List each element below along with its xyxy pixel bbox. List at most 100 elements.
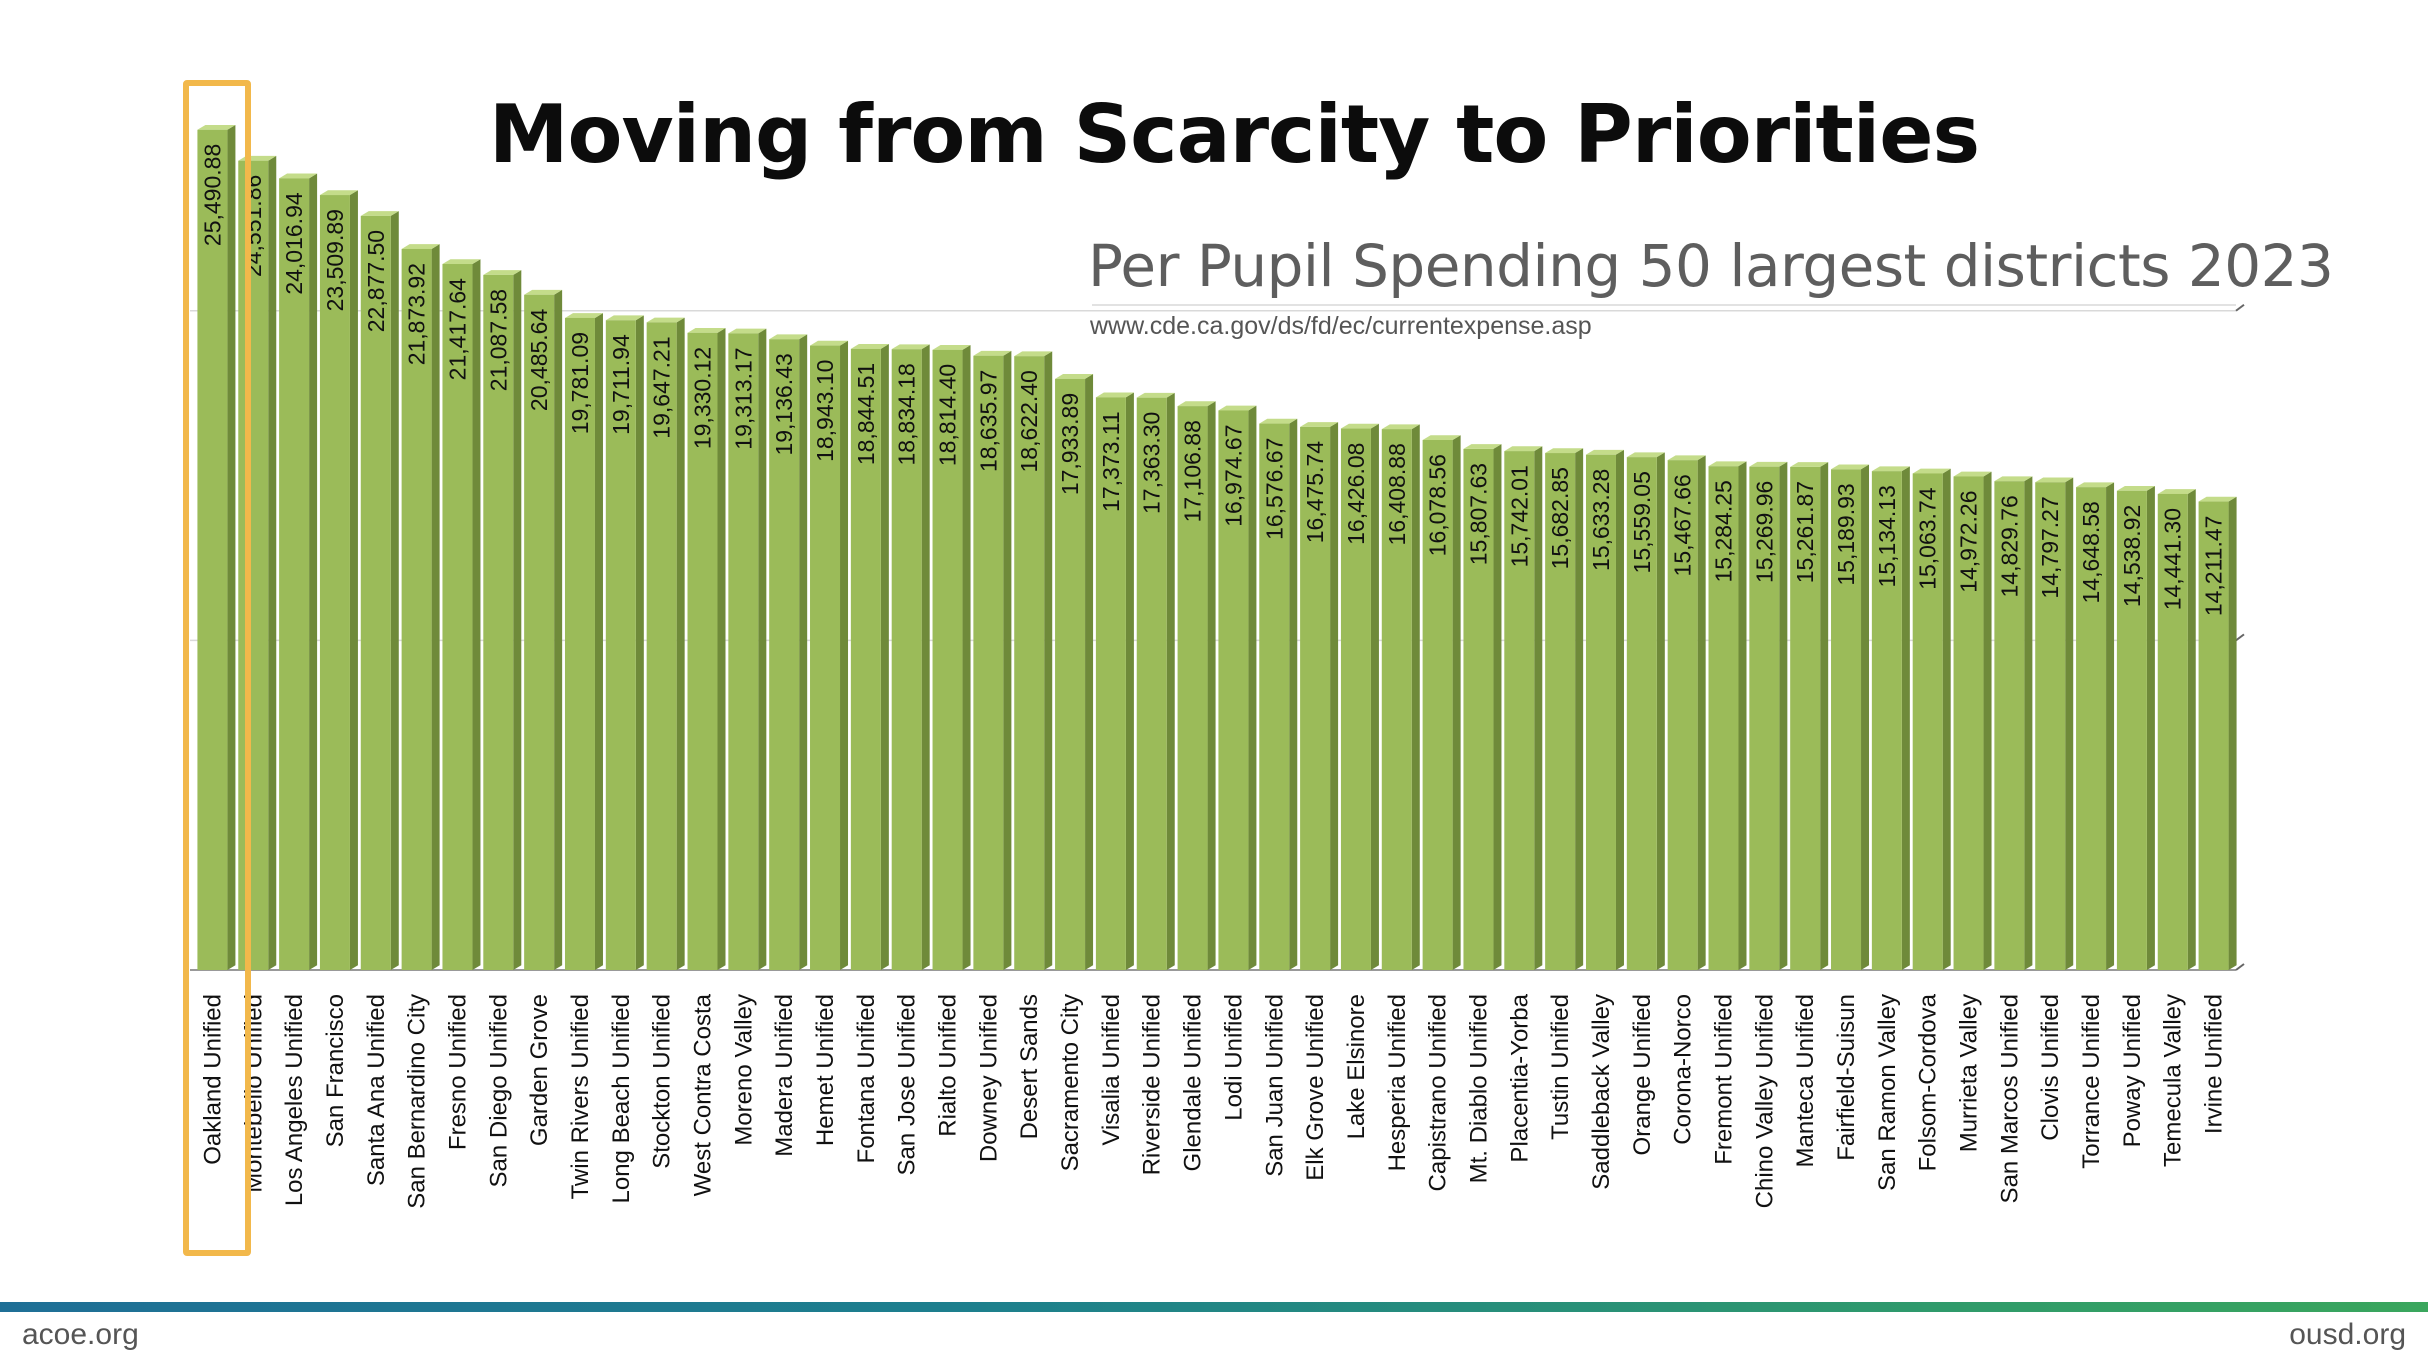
gridline-tick [2235, 633, 2245, 642]
bar-side [921, 344, 930, 970]
category-label: Lake Elsinore [1343, 994, 1370, 1139]
bar [728, 333, 759, 970]
value-label: 16,475.74 [1302, 441, 1328, 544]
bar-side [1493, 444, 1502, 970]
bar-side [962, 345, 971, 971]
bar-side [1125, 392, 1134, 970]
bar-side [758, 328, 767, 970]
bar [1259, 423, 1290, 970]
footer-gradient-bar [0, 1302, 2428, 1312]
category-label: Fontana Unified [853, 994, 880, 1163]
value-label: 16,426.08 [1343, 443, 1369, 545]
value-label: 16,408.88 [1384, 443, 1410, 545]
bar-top [2198, 496, 2237, 502]
bar [442, 264, 473, 971]
footer-right-url[interactable]: ousd.org [2289, 1318, 2406, 1351]
bar-side [1044, 351, 1053, 970]
value-label: 15,269.96 [1751, 481, 1777, 583]
bar [564, 317, 595, 970]
bar [1340, 428, 1371, 970]
category-label: Hesperia Unified [1384, 994, 1411, 1171]
value-label: 15,134.13 [1874, 485, 1900, 587]
bar-top [1136, 392, 1175, 398]
bar [1749, 466, 1780, 970]
bar-top [319, 190, 358, 196]
category-label: Rialto Unified [935, 994, 962, 1137]
bar-side [635, 315, 644, 971]
category-label: Mt. Diablo Unified [1465, 994, 1492, 1183]
bar [810, 345, 841, 970]
category-label: Hemet Unified [812, 994, 839, 1146]
category-label: Folsom-Cordova [1915, 993, 1942, 1171]
bar-side [1942, 468, 1951, 970]
bar-side [2187, 489, 2196, 970]
bar-top [2116, 485, 2155, 491]
value-label: 15,284.25 [1711, 480, 1737, 582]
bar-side [1861, 464, 1870, 970]
bar [1136, 397, 1167, 970]
value-label: 20,485.64 [526, 309, 552, 412]
category-label: Riverside Unified [1139, 994, 1166, 1175]
category-label: Murrieta Valley [1956, 994, 1983, 1152]
value-label: 14,972.26 [1956, 490, 1982, 592]
bar [891, 349, 922, 970]
bar-top [1871, 466, 1910, 472]
bar-side [2065, 477, 2074, 970]
bar-top [1300, 422, 1339, 427]
value-label: 22,877.50 [363, 230, 389, 332]
bar-side [513, 270, 522, 970]
category-label: Visalia Unified [1098, 994, 1125, 1146]
gridline-tick [2235, 303, 2245, 312]
bar-top [360, 211, 399, 216]
bar-top [1912, 468, 1951, 474]
category-label: Chino Valley Unified [1751, 994, 1778, 1208]
footer-left-url[interactable]: acoe.org [22, 1318, 139, 1351]
value-label: 15,742.01 [1506, 465, 1532, 567]
bar [360, 215, 391, 970]
bar [1177, 406, 1208, 970]
bar-side [2024, 476, 2033, 970]
value-label: 25,490.88 [199, 144, 225, 246]
bar-top [1218, 405, 1257, 411]
bar-top [197, 124, 236, 130]
bar-side [1370, 423, 1379, 970]
value-label: 18,635.97 [975, 370, 1001, 472]
value-label: 21,087.58 [485, 289, 511, 391]
category-label: Madera Unified [771, 994, 798, 1157]
bar [2035, 482, 2066, 970]
bar-side [349, 190, 358, 970]
bar [1871, 471, 1902, 970]
category-label: Tustin Unified [1547, 994, 1574, 1140]
value-label: 15,261.87 [1792, 481, 1818, 583]
category-label: San Juan Unified [1261, 994, 1288, 1177]
category-label: Stockton Unified [649, 994, 676, 1169]
bar [646, 322, 677, 970]
bar [1953, 476, 1984, 970]
bar-top [1095, 392, 1134, 398]
bar-side [268, 155, 277, 970]
bar [1994, 481, 2025, 970]
bar-top [1055, 374, 1094, 379]
bar-top [1994, 476, 2033, 482]
bar-side [431, 244, 440, 971]
value-label: 15,633.28 [1588, 469, 1614, 571]
category-label: Moreno Valley [730, 994, 757, 1146]
value-label: 18,622.40 [1016, 370, 1042, 472]
category-label: Fresno Unified [444, 994, 471, 1150]
bar [1912, 473, 1943, 970]
bar [687, 332, 718, 970]
bar-side [1738, 461, 1747, 970]
category-label: West Contra Costa [690, 993, 717, 1196]
bar-side [227, 124, 236, 970]
value-label: 14,797.27 [2037, 496, 2063, 598]
bar-top [850, 344, 889, 349]
category-label: Temecula Valley [2160, 994, 2187, 1167]
chart-subtitle: Per Pupil Spending 50 largest districts … [1088, 232, 2334, 300]
value-label: 19,647.21 [649, 336, 675, 438]
bar [1667, 460, 1698, 970]
source-url[interactable]: www.cde.ca.gov/ds/fd/ec/currentexpense.a… [1090, 312, 1592, 340]
bar [1790, 466, 1821, 970]
category-label: Capistrano Unified [1425, 994, 1452, 1191]
bar [1055, 378, 1086, 971]
bar-side [1656, 452, 1665, 970]
